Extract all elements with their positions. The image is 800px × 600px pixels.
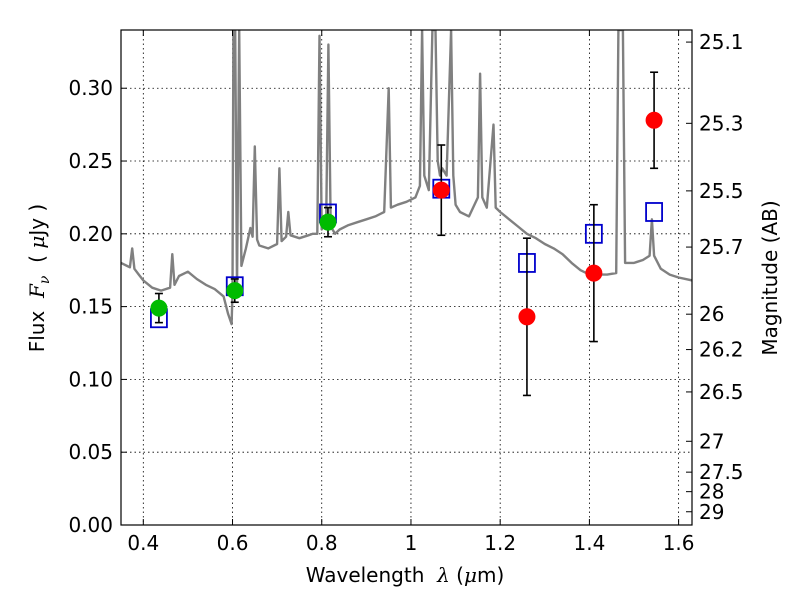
y-tick-label: 0.00 bbox=[68, 513, 113, 537]
x-tick-label: 1.4 bbox=[573, 531, 605, 555]
observed-green-point bbox=[150, 299, 168, 317]
right-tick-label: 26.5 bbox=[699, 380, 744, 404]
observed-red-point bbox=[645, 111, 663, 129]
x-tick-label: 0.4 bbox=[127, 531, 159, 555]
plot-frame bbox=[120, 29, 693, 526]
x-axis-symbol: λ bbox=[436, 563, 450, 587]
x-tick-label: 0.8 bbox=[306, 531, 338, 555]
right-tick-label: 25.5 bbox=[699, 179, 744, 203]
x-tick-label: 1 bbox=[405, 531, 418, 555]
observed-green-point bbox=[226, 282, 244, 300]
y-tick-label: 0.05 bbox=[68, 440, 113, 464]
right-axis-label: Magnitude (AB) bbox=[758, 200, 782, 355]
right-tick-label: 25.7 bbox=[699, 235, 744, 259]
x-tick-label: 1.6 bbox=[663, 531, 695, 555]
plot-area bbox=[121, 30, 692, 397]
right-tick-label: 25.1 bbox=[699, 30, 744, 54]
grid-lines bbox=[121, 30, 692, 525]
observed-red-point bbox=[432, 181, 450, 199]
observed-red-point bbox=[518, 308, 536, 326]
y-tick-label: 0.30 bbox=[68, 76, 113, 100]
observed-red-point bbox=[585, 264, 603, 282]
right-tick-label: 26 bbox=[699, 302, 724, 326]
y-tick-label: 0.25 bbox=[68, 149, 113, 173]
observed-green-point bbox=[319, 213, 337, 231]
right-tick-label: 29 bbox=[699, 500, 724, 524]
y-tick-label: 0.10 bbox=[68, 367, 113, 391]
model-flux-square bbox=[645, 202, 663, 222]
right-tick-label: 27.5 bbox=[699, 460, 744, 484]
right-tick-label: 28 bbox=[699, 480, 724, 504]
x-tick-label: 1.2 bbox=[484, 531, 516, 555]
x-tick-label: 0.6 bbox=[217, 531, 249, 555]
y-tick-label: 0.20 bbox=[68, 222, 113, 246]
right-tick-label: 26.2 bbox=[699, 338, 744, 362]
y-axis-symbol: F bbox=[25, 283, 49, 299]
axis-ticks: 0.4 0.6 0.8 1 1.2 1.4 1.6 0.00 0.05 0.10 0.15 0.20 0… bbox=[68, 30, 744, 555]
right-tick-label: 27 bbox=[699, 429, 724, 453]
y-tick-label: 0.15 bbox=[68, 295, 113, 319]
x-axis-label: Wavelength λ (μm) bbox=[306, 563, 505, 587]
model-spectrum-line bbox=[121, 30, 692, 326]
right-tick-label: 25.3 bbox=[699, 111, 744, 135]
y-axis-label: Flux Fν ( μJy ) bbox=[25, 204, 53, 353]
